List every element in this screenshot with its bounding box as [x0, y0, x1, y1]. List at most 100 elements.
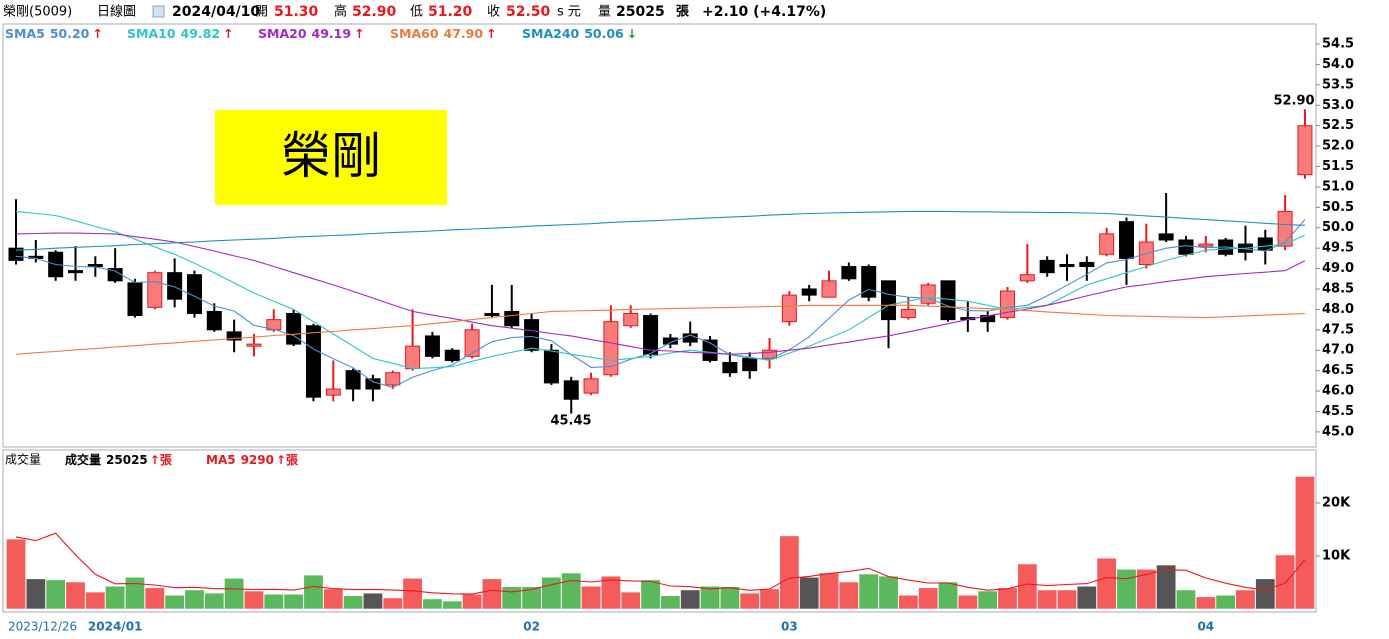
candle-body — [1257, 237, 1273, 251]
legend-name: 成交量 — [65, 452, 101, 467]
currency: s 元 — [557, 5, 581, 20]
candle-body — [524, 319, 540, 351]
candle-body — [504, 310, 520, 327]
candle-body — [1059, 263, 1075, 268]
y-tick-label: 45.5 — [1322, 404, 1354, 419]
y-tick-label: 53.0 — [1322, 98, 1354, 113]
volume-bar — [938, 581, 959, 610]
volume-bar — [600, 575, 621, 610]
candle-body — [246, 343, 262, 347]
legend-arrow: ↑ — [354, 26, 364, 41]
candle-body — [920, 284, 936, 304]
volume-bar — [1294, 476, 1315, 610]
volume-bar — [204, 592, 225, 610]
candle-body — [424, 335, 440, 357]
legend-name: SMA20 — [258, 26, 307, 41]
volume-bar — [997, 587, 1018, 610]
volume-bar — [1175, 589, 1196, 610]
candle-body — [405, 345, 421, 370]
change: +2.10 (+4.17%) — [702, 4, 826, 20]
candle-body — [147, 272, 163, 308]
candle-body — [583, 378, 599, 394]
moving-average-line — [15, 304, 1305, 355]
candle-body — [543, 349, 559, 384]
volume-bar — [1255, 578, 1276, 610]
volume-bar — [1275, 554, 1296, 610]
volume-label: 量 — [598, 5, 611, 20]
y-tick-label: 54.5 — [1322, 37, 1354, 52]
legend-entry: SMA20 49.19 ↑ — [258, 26, 365, 41]
candle-body — [1158, 233, 1174, 241]
low: 51.20 — [428, 4, 473, 20]
volume-bar — [124, 576, 145, 610]
y-tick-label: 50.5 — [1322, 200, 1354, 215]
legend-name: SMA10 — [127, 26, 176, 41]
annotation: 45.45 — [550, 414, 591, 429]
candle-body — [1118, 221, 1134, 259]
volume-bar — [620, 591, 641, 610]
volume-bar — [878, 575, 899, 610]
high-label: 高 — [334, 4, 347, 20]
volume-bar — [640, 579, 661, 610]
candle-body — [900, 308, 916, 319]
candle-body — [365, 378, 381, 390]
volume-bar — [105, 585, 126, 610]
legend-value: 9290 — [241, 453, 274, 467]
legend-arrow: ↓ — [627, 26, 637, 41]
candle-body — [1198, 243, 1214, 247]
candle-body — [623, 312, 639, 327]
candle-body — [1277, 210, 1293, 247]
y-tick-label: 45.0 — [1322, 424, 1354, 439]
volume-bar — [1116, 568, 1137, 610]
legend-value: 49.82 — [181, 26, 221, 41]
volume-bar — [382, 597, 403, 610]
volume-bar — [1017, 563, 1038, 610]
volume: 25025 — [616, 4, 665, 20]
y-tick-label: 51.5 — [1322, 159, 1354, 174]
candle-body — [206, 310, 222, 331]
x-tick-label: 04 — [1197, 620, 1214, 634]
volume-bar — [481, 578, 502, 610]
moving-average-line — [15, 219, 1306, 388]
volume-bar — [1215, 594, 1236, 610]
volume-bar — [541, 576, 562, 610]
volume-unit: 張 — [676, 5, 690, 20]
volume-bar — [1156, 564, 1177, 610]
volume-bar — [660, 595, 681, 610]
volume-bar — [680, 589, 701, 610]
period: 日線圖 — [97, 4, 136, 20]
legend-arrow: ↑ — [223, 26, 233, 41]
candle-body — [722, 361, 738, 374]
volume-legend: 成交量 25025 ↑張 — [65, 452, 173, 467]
x-tick-label: 2023/12/26 — [8, 620, 77, 634]
checkbox[interactable] — [152, 5, 165, 18]
volume-bar — [362, 592, 383, 610]
moving-average-line — [15, 210, 1305, 251]
y-tick-label: 49.0 — [1322, 261, 1354, 276]
candle-body — [167, 272, 183, 300]
candle-body — [781, 294, 797, 323]
volume-bar — [224, 577, 245, 610]
legend-arrow: ↑ — [276, 453, 286, 467]
volume-bar — [343, 595, 364, 610]
y-tick-label: 20K — [1322, 496, 1351, 511]
legend-value: 50.20 — [50, 26, 90, 41]
volume-bar — [422, 598, 443, 610]
volume-bar — [799, 576, 820, 610]
volume-bar — [501, 586, 522, 610]
volume-bar — [164, 594, 185, 610]
x-tick-label: 03 — [781, 620, 798, 634]
volume-title: 成交量 — [5, 452, 41, 467]
candle-body — [603, 321, 619, 376]
legend-name: SMA60 — [390, 26, 439, 41]
candle-body — [563, 380, 579, 400]
volume-bar — [283, 593, 304, 610]
volume-bar — [243, 590, 264, 610]
y-tick-label: 10K — [1322, 549, 1351, 564]
volume-bar — [561, 572, 582, 610]
legend-arrow: ↑ — [92, 26, 102, 41]
x-tick-label: 02 — [523, 620, 540, 634]
legend-value: 25025 — [106, 453, 148, 467]
volume-bar — [957, 594, 978, 610]
watermark-box — [215, 110, 447, 205]
